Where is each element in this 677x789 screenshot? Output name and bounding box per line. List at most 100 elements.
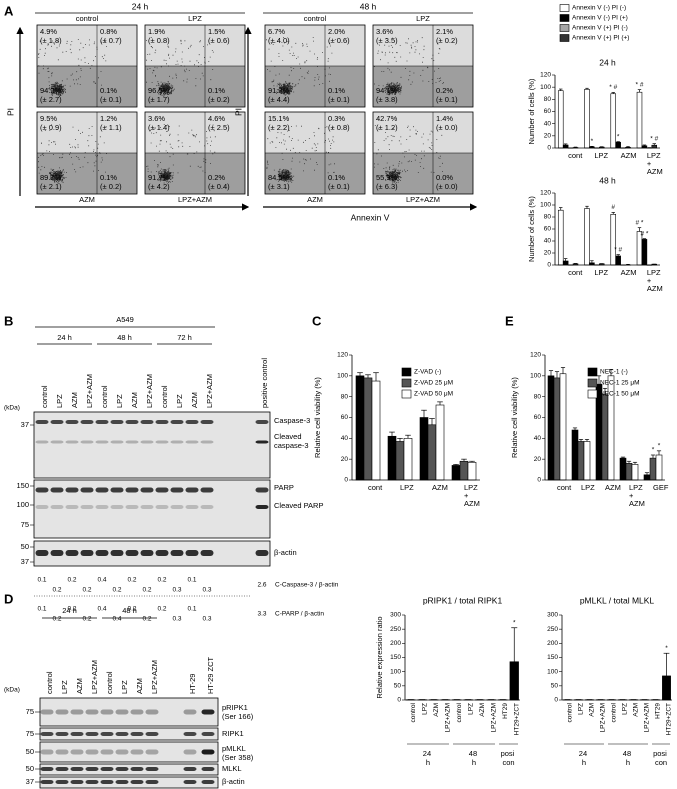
blot-band	[155, 550, 169, 556]
y-axis-label: Number of cells (%)	[527, 196, 536, 262]
blot-band	[100, 709, 114, 715]
mw-marker: 75	[26, 707, 34, 716]
scatter-dots	[266, 37, 336, 96]
blot-band	[80, 505, 94, 509]
band-label: pRIPK1	[222, 703, 248, 712]
blot-band	[170, 505, 184, 509]
y-tick-label: 60	[341, 414, 349, 421]
blot-band	[100, 780, 114, 784]
blot-band	[201, 749, 215, 755]
x-tick-label: AZM	[479, 703, 486, 717]
quadrant-percent: 1.9%	[148, 27, 165, 36]
bar	[615, 255, 621, 266]
y-tick-label: 100	[337, 373, 348, 380]
quant-value: 0.2	[157, 577, 166, 584]
quadrant-percent: 1.5%	[208, 27, 225, 36]
label-line: AZM	[621, 151, 637, 160]
quadrant-percent: 0.1%	[328, 86, 345, 95]
quant-value: 0.3	[172, 587, 181, 594]
blot-band	[95, 420, 109, 424]
quadrant-percent: 3.6%	[148, 114, 165, 123]
legend-label: Z-VAD 50 μM	[414, 391, 453, 398]
bar	[562, 260, 569, 266]
quadrant-sd: (± 3.1)	[268, 182, 290, 191]
blot-band	[185, 487, 199, 493]
lane-label: control	[40, 385, 49, 408]
blot-band	[40, 709, 54, 715]
label-line: con	[502, 758, 514, 767]
quadrant-sd: (± 4.4)	[268, 95, 290, 104]
y-tick-label: 0	[554, 697, 558, 704]
y-tick-label: 200	[390, 640, 401, 647]
y-tick-label: 150	[390, 654, 401, 661]
quadrant-sd: (± 3.5)	[376, 36, 398, 45]
quadrant-sd: (± 0.1)	[328, 95, 350, 104]
blot-band	[110, 550, 124, 556]
blot-band	[125, 505, 139, 509]
quadrant-percent: 55.9%	[376, 173, 398, 182]
quadrant-percent: 0.1%	[208, 86, 225, 95]
band-label: Cleaved	[274, 432, 302, 441]
y-tick-label: 0	[344, 477, 348, 484]
bar	[553, 377, 561, 481]
row-label: AZM	[307, 195, 323, 204]
x-tick-label: GEF	[653, 483, 669, 492]
legend-swatch	[587, 389, 598, 399]
lane-label: control	[45, 671, 54, 694]
label-line: cont	[557, 483, 572, 492]
blot-band	[145, 749, 159, 755]
quant-value: 0.3	[202, 616, 211, 623]
time-header: 24 h	[132, 1, 149, 11]
panel-label: A	[4, 3, 14, 18]
label-line: posi	[653, 749, 669, 758]
label-line: LPZ	[581, 483, 595, 492]
lane-label: LPZ+AZM	[90, 660, 99, 694]
x-tick-label: control	[611, 702, 618, 722]
bar	[355, 375, 365, 481]
column-label: control	[76, 14, 99, 23]
lane-label: LPZ+AZM	[150, 660, 159, 694]
blot-background	[39, 763, 219, 776]
x-tick-label: AZM	[432, 483, 448, 492]
bar	[467, 461, 477, 481]
blot-band	[200, 487, 214, 493]
quadrant-sd: (± 4.2)	[148, 182, 170, 191]
bar	[557, 90, 564, 149]
group-label: 24 h	[579, 749, 589, 767]
x-tick-label: LPZ+AZM	[600, 703, 607, 732]
legend-swatch	[559, 34, 570, 42]
blot-band	[55, 767, 69, 771]
band-label: MLKL	[222, 764, 242, 773]
x-tick-label: LPZ + AZM	[647, 268, 663, 293]
blot-band	[40, 767, 54, 771]
y-tick-label: 300	[547, 612, 558, 619]
quadrant-percent: 0.2%	[208, 173, 225, 182]
label-line: AZM	[464, 499, 480, 508]
quadrant-upper	[145, 112, 245, 153]
band-label: pMLKL	[222, 744, 246, 753]
y-tick-label: 50	[394, 683, 402, 690]
blot-band	[65, 440, 79, 444]
bar	[584, 88, 590, 149]
y-tick-label: 100	[540, 202, 551, 209]
y-tick-label: 60	[544, 226, 552, 233]
quant-value: 0.2	[127, 606, 136, 613]
blot-band	[55, 732, 69, 736]
lane-label: AZM	[70, 392, 79, 408]
blot-band	[185, 420, 199, 424]
y-tick-label: 150	[547, 654, 558, 661]
blot-band	[35, 440, 49, 444]
blot-band	[40, 749, 54, 755]
quadrant-percent: 96.5%	[148, 86, 170, 95]
blot-band	[80, 550, 94, 556]
mw-marker: 37	[26, 777, 34, 786]
band-label: β-actin	[222, 777, 245, 786]
legend-label: Annexin V (+) PI (-)	[572, 25, 628, 32]
blot-band	[255, 505, 269, 509]
mw-marker: 100	[16, 500, 29, 509]
bar	[387, 435, 397, 481]
bar	[571, 429, 579, 481]
quadrant-percent: 89.2%	[40, 173, 62, 182]
blot-band	[95, 487, 109, 493]
lane-label: LPZ	[175, 394, 184, 408]
